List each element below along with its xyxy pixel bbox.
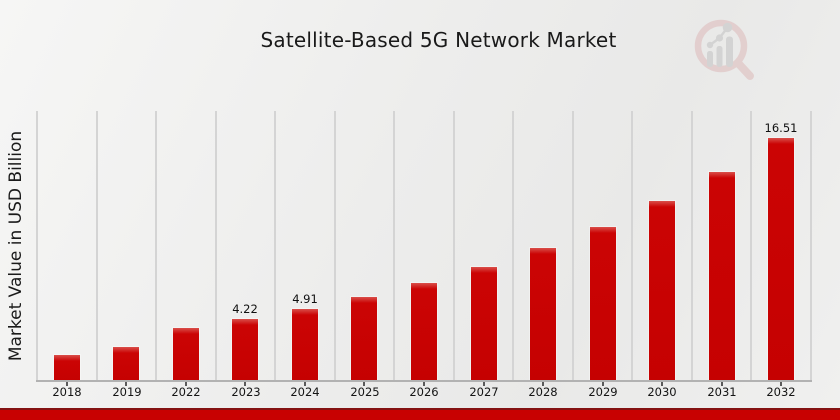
logo-bar-small: [707, 51, 713, 67]
x-tick-label: 2023: [231, 385, 261, 399]
x-tick-label: 2029: [588, 385, 618, 399]
x-tick-label: 2026: [409, 385, 439, 399]
bar-value-label: 16.51: [764, 121, 798, 135]
gridline: [334, 111, 336, 381]
bar-2019: [113, 347, 139, 381]
x-tick: [304, 382, 306, 386]
x-tick-label: 2031: [707, 385, 737, 399]
logo-dot-medium: [715, 34, 724, 42]
bar-2027: [471, 267, 497, 381]
gridline: [691, 111, 693, 381]
gridline: [512, 111, 514, 381]
bar-2032: [768, 138, 794, 381]
bar-2024: [292, 309, 318, 381]
x-axis-line: [36, 380, 812, 382]
x-tick: [185, 382, 187, 386]
bar-value-label: 4.22: [232, 302, 258, 316]
x-tick-label: 2022: [171, 385, 201, 399]
bar-2028: [530, 248, 556, 381]
logo-dot-small: [706, 41, 714, 49]
x-tick-label: 2027: [469, 385, 499, 399]
bar-2025: [351, 297, 377, 381]
logo-bar-large: [726, 36, 733, 67]
gridline: [274, 111, 276, 381]
bar-value-label: 4.91: [292, 292, 318, 306]
bar-2026: [411, 283, 437, 381]
bar-2022: [173, 328, 199, 381]
x-tick: [423, 382, 425, 386]
chart-title: Satellite-Based 5G Network Market: [260, 28, 617, 52]
bar-2031: [709, 172, 735, 381]
plot-area: 4.22 4.91 16.51: [36, 111, 812, 381]
magnifier-ring: [694, 19, 748, 73]
gridline: [393, 111, 395, 381]
gridline: [155, 111, 157, 381]
x-tick: [721, 382, 723, 386]
x-tick-label: 2024: [290, 385, 320, 399]
logo-dot-large: [722, 22, 733, 33]
x-tick: [602, 382, 604, 386]
bar-2029: [590, 227, 616, 381]
bar-2030: [649, 201, 675, 381]
x-tick: [66, 382, 68, 386]
bar-2018: [54, 355, 80, 381]
x-tick-label: 2018: [52, 385, 82, 399]
gridline: [631, 111, 633, 381]
gridline: [96, 111, 98, 381]
x-tick: [363, 382, 365, 386]
x-tick: [542, 382, 544, 386]
market-research-magnifier-logo-icon: [694, 19, 754, 80]
x-tick: [125, 382, 127, 386]
y-axis-line: [36, 111, 38, 381]
magnifier-handle: [734, 59, 754, 80]
y-axis-title: Market Value in USD Billion: [6, 130, 26, 362]
gridline: [215, 111, 217, 381]
x-tick: [780, 382, 782, 386]
x-tick-label: 2019: [112, 385, 142, 399]
footer-red-strip: [0, 408, 840, 420]
logo-bar-medium: [716, 46, 723, 67]
gridline: [750, 111, 752, 381]
bar-2023: [232, 319, 258, 381]
gridline: [572, 111, 574, 381]
x-tick-label: 2025: [350, 385, 380, 399]
x-tick: [483, 382, 485, 386]
gridline: [810, 111, 812, 381]
x-tick: [661, 382, 663, 386]
x-tick: [244, 382, 246, 386]
x-tick-label: 2032: [766, 385, 796, 399]
x-tick-label: 2030: [647, 385, 677, 399]
x-tick-label: 2028: [528, 385, 558, 399]
gridline: [453, 111, 455, 381]
